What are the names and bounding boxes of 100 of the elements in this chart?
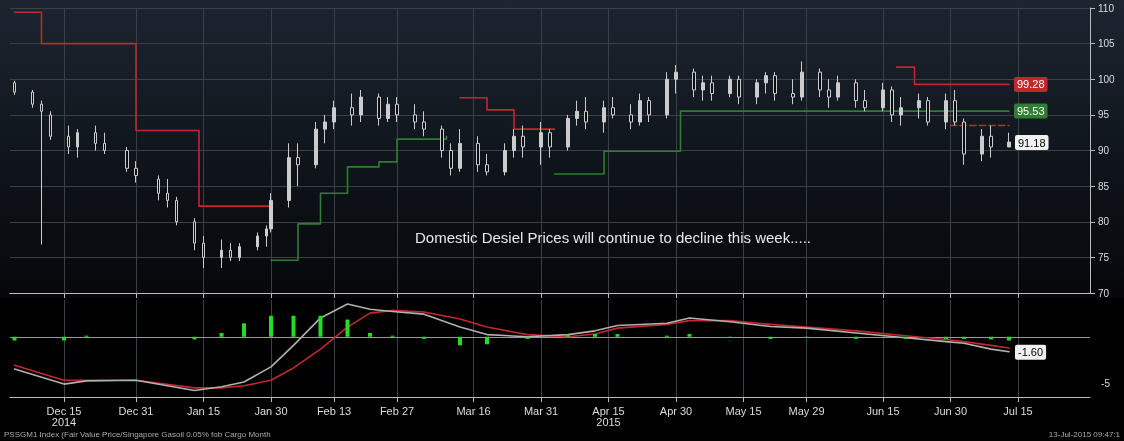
candlestick <box>220 239 223 269</box>
candlestick <box>76 128 79 159</box>
candlestick <box>395 96 399 123</box>
bar <box>485 336 489 345</box>
bar <box>291 315 296 337</box>
candlestick <box>359 89 363 123</box>
candlestick <box>836 75 840 102</box>
candlestick <box>229 242 232 262</box>
annotation: Domestic Desiel Prices will continue to decline this week..... <box>415 229 811 246</box>
candlestick <box>944 93 948 130</box>
x-tick-label: Jun 30 <box>933 404 968 417</box>
bar <box>593 334 597 337</box>
text: -5 <box>1101 377 1111 389</box>
candlestick <box>737 75 741 105</box>
candlestick <box>539 121 543 166</box>
candlestick <box>962 117 966 166</box>
bar <box>458 336 462 346</box>
candlestick <box>800 60 804 102</box>
candlestick <box>521 125 525 159</box>
candlestick <box>256 231 259 251</box>
candlestick <box>899 96 903 127</box>
candlestick <box>863 89 867 112</box>
annotation: -1.60 <box>1018 346 1044 359</box>
candlestick <box>49 110 52 141</box>
bar <box>1007 336 1011 341</box>
x-tick-label: Mar 16 <box>456 404 491 417</box>
candlestick <box>827 78 831 109</box>
y-tick-label: 95 <box>1098 109 1110 121</box>
bar <box>12 336 17 341</box>
candlestick <box>638 93 642 127</box>
candlestick <box>476 135 480 173</box>
y-tick-label: 100 <box>1098 73 1116 85</box>
x-tick-label: Feb 27 <box>379 404 415 417</box>
candlestick <box>566 114 570 151</box>
x-tick-label: Feb 13 <box>316 404 352 417</box>
candlestick <box>665 71 669 119</box>
candlestick <box>287 142 291 208</box>
bar <box>269 315 273 337</box>
candlestick <box>890 85 894 123</box>
candlestick <box>67 125 70 155</box>
y-tick-label: 70 <box>1098 287 1110 299</box>
candlestick <box>31 89 34 109</box>
candlestick <box>881 82 885 112</box>
candlestick <box>103 132 106 155</box>
candlestick <box>440 125 444 159</box>
y-tick-label: 110 <box>1098 2 1115 14</box>
x-tick-label: May 15 <box>725 404 762 417</box>
candlestick <box>989 125 993 159</box>
candlestick <box>323 114 327 144</box>
candlestick <box>13 80 16 96</box>
candlestick <box>413 103 417 130</box>
bar <box>219 332 224 337</box>
y-tick-label: 90 <box>1098 145 1110 156</box>
candlestick <box>377 93 381 127</box>
text: PSSGM1 Index (Fair Value Price/Singapore Gasoil 0.05% fob Cargo Month <box>4 429 271 439</box>
candlestick <box>238 242 241 262</box>
y-tick-label: 75 <box>1098 251 1110 263</box>
candlestick <box>584 96 588 130</box>
candlestick <box>503 142 507 176</box>
x-tick-label: Dec 15 2014 <box>46 404 82 428</box>
y-tick-label: 85 <box>1098 180 1110 192</box>
candlestick <box>755 78 759 105</box>
x-tick-label: Jan 30 <box>254 404 288 417</box>
x-tick-label: Jul 15 <box>1003 404 1033 417</box>
x-tick-label: May 29 <box>788 404 825 417</box>
candlestick <box>629 103 633 130</box>
candlestick <box>125 146 129 173</box>
candlestick <box>422 110 426 137</box>
candlestick <box>980 128 984 162</box>
candlestick <box>202 235 205 269</box>
candlestick <box>350 93 354 127</box>
bar <box>345 319 350 337</box>
candlestick <box>728 75 732 98</box>
candlestick <box>512 128 516 159</box>
candlestick <box>773 71 777 102</box>
candlestick <box>157 174 160 201</box>
y-tick-label: 105 <box>1098 38 1116 50</box>
candlestick <box>602 100 606 134</box>
bar <box>615 334 620 337</box>
annotation: 91.18 <box>1018 136 1046 149</box>
bar <box>318 315 323 337</box>
candlestick <box>926 96 930 127</box>
candlestick <box>458 128 462 173</box>
candlestick <box>166 178 169 208</box>
candlestick <box>647 96 651 123</box>
x-tick-label: Dec 31 <box>118 404 154 417</box>
candlestick <box>701 75 705 102</box>
candlestick <box>386 96 390 123</box>
candlestick <box>917 93 921 119</box>
candlestick <box>854 78 858 109</box>
candlestick <box>314 121 318 169</box>
candlestick <box>818 68 822 98</box>
bar <box>62 336 66 341</box>
candlestick <box>485 153 489 176</box>
candlestick <box>791 78 795 105</box>
x-tick-label: Apr 30 <box>659 404 693 417</box>
candlestick <box>692 68 696 98</box>
data-label: 95.53 <box>1017 105 1045 118</box>
candlestick <box>94 125 97 151</box>
candlestick <box>449 142 453 176</box>
